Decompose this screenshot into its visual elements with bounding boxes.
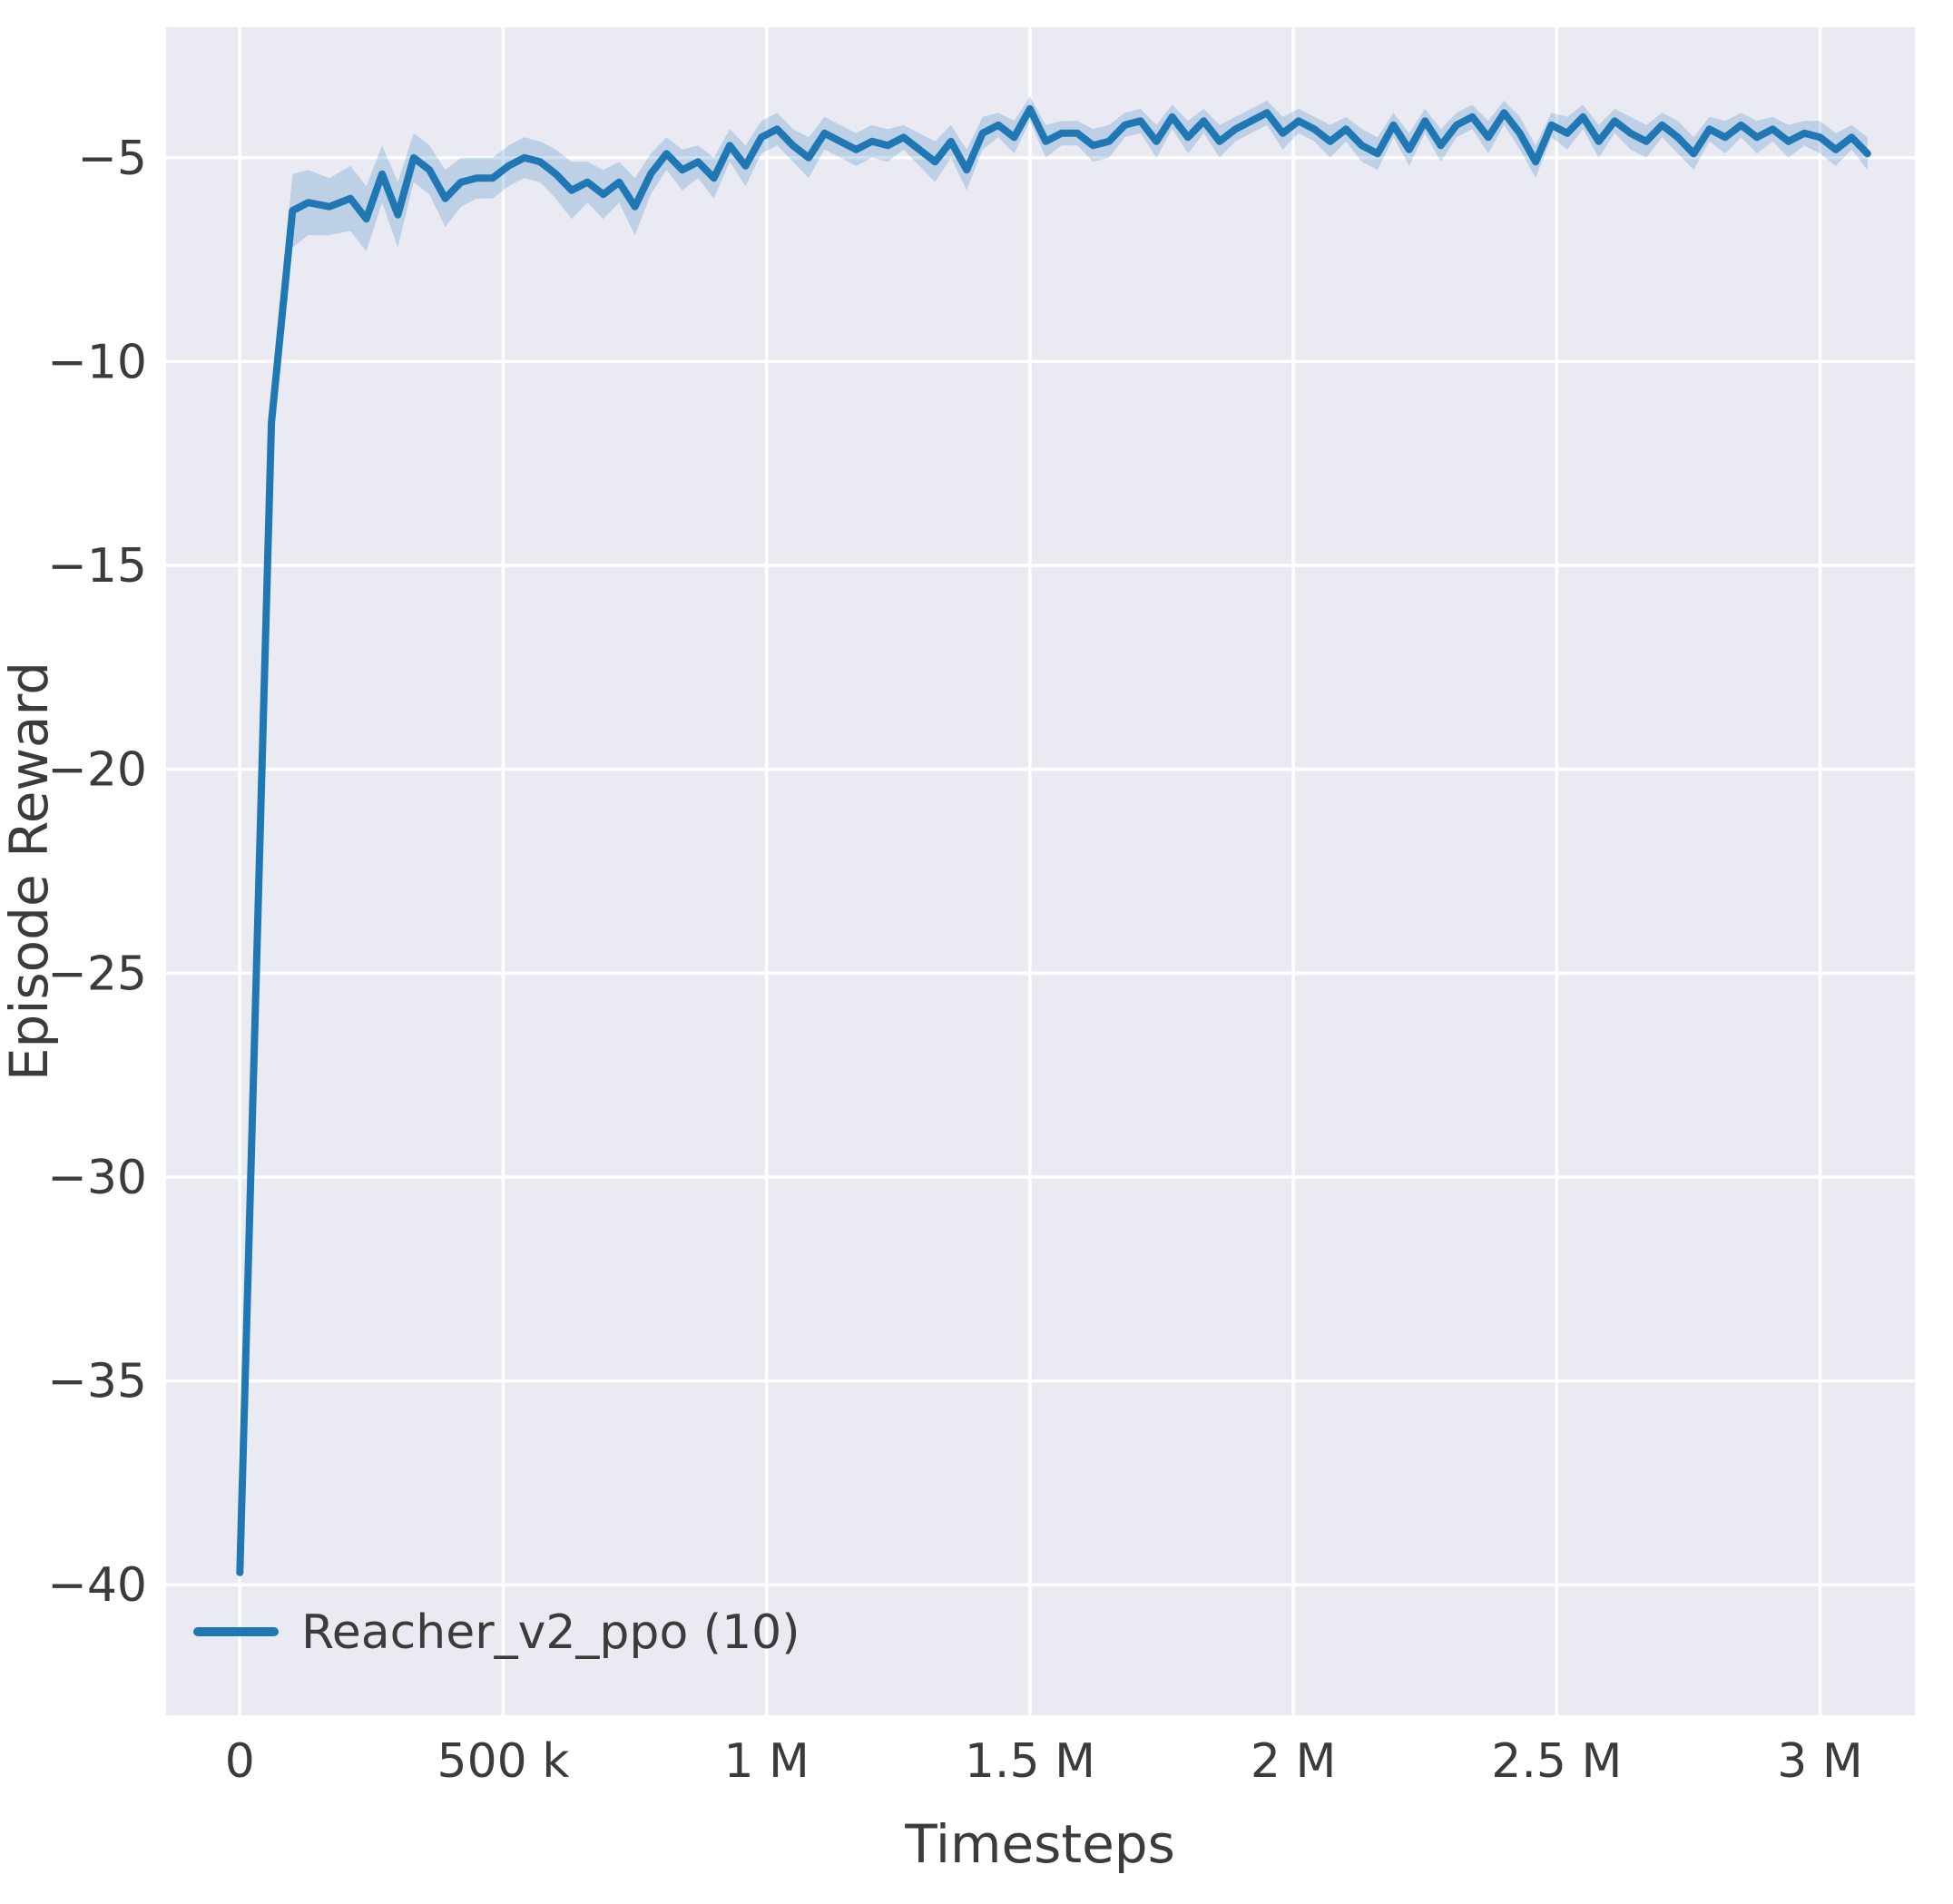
x-tick-label: 0 <box>225 1734 255 1789</box>
x-tick-label: 3 M <box>1777 1734 1862 1789</box>
x-tick-label: 1 M <box>723 1734 809 1789</box>
series-layer <box>236 96 1871 1594</box>
y-tick-label: −30 <box>47 1151 147 1205</box>
y-tick-label: −15 <box>47 539 147 594</box>
y-axis-tick-labels: −5 −10 −15 −20 −25 −30 −35 −40 <box>47 132 147 1613</box>
x-tick-label: 1.5 M <box>965 1734 1095 1789</box>
y-tick-label: −35 <box>47 1355 147 1409</box>
x-axis-tick-labels: 0 500 k 1 M 1.5 M 2 M 2.5 M 3 M <box>225 1734 1863 1789</box>
x-tick-label: 2 M <box>1251 1734 1336 1789</box>
y-tick-label: −25 <box>47 947 147 1001</box>
y-tick-label: −20 <box>47 743 147 798</box>
y-tick-label: −10 <box>47 335 147 389</box>
y-tick-label: −5 <box>77 132 147 186</box>
x-tick-label: 2.5 M <box>1491 1734 1622 1789</box>
y-tick-label: −40 <box>47 1558 147 1613</box>
x-tick-label: 500 k <box>437 1734 570 1789</box>
gridlines <box>166 27 1915 1715</box>
x-axis-label: Timesteps <box>904 1813 1175 1875</box>
legend: Reacher_v2_ppo (10) <box>193 1605 800 1660</box>
y-axis-label: Episode Reward <box>0 662 60 1081</box>
legend-label: Reacher_v2_ppo (10) <box>301 1605 800 1660</box>
series-line <box>236 104 1871 1576</box>
plot-background <box>166 27 1915 1715</box>
